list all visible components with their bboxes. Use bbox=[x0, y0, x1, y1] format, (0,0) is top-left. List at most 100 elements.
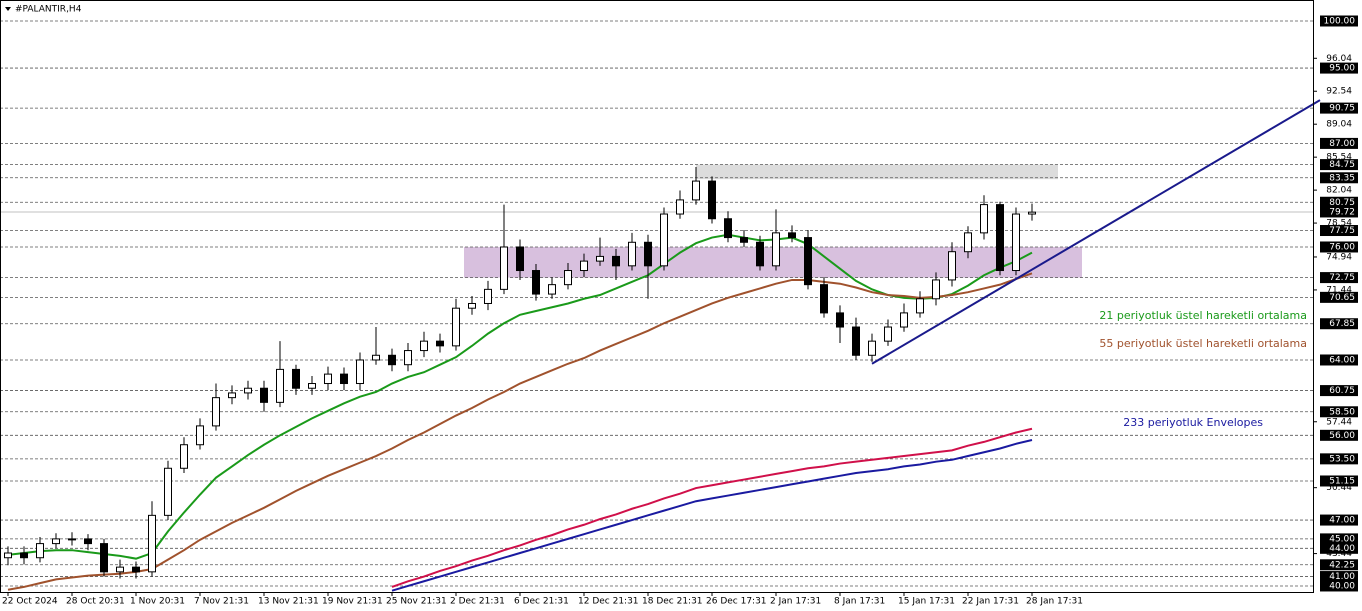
candle-body bbox=[740, 237, 748, 243]
level-label: 70.65 bbox=[1329, 293, 1355, 303]
level-label-box bbox=[1320, 241, 1358, 253]
candle-body bbox=[884, 326, 892, 342]
candle-body bbox=[420, 340, 428, 352]
legend-label: 55 periyotluk üstel hareketli ortalama bbox=[1099, 337, 1307, 350]
level-label-box bbox=[1320, 225, 1358, 237]
x-tick-label: 2 Dec 21:31 bbox=[450, 597, 505, 607]
candle-body bbox=[852, 326, 860, 356]
candle-body bbox=[404, 350, 412, 366]
candle-body bbox=[180, 444, 188, 469]
candle-body bbox=[724, 218, 732, 239]
level-label: 45.00 bbox=[1329, 534, 1355, 544]
candle-body bbox=[932, 279, 940, 300]
legend-label: 21 periyotluk üstel hareketli ortalama bbox=[1099, 309, 1307, 322]
candle-body bbox=[660, 213, 668, 267]
candle-body bbox=[628, 241, 636, 267]
candle-body bbox=[1012, 213, 1020, 272]
level-label-box bbox=[1320, 137, 1358, 149]
candle-body bbox=[308, 383, 316, 389]
candle-body bbox=[612, 255, 620, 267]
candle-body bbox=[340, 373, 348, 385]
line bbox=[391, 427, 1033, 588]
candle-body bbox=[836, 312, 844, 328]
y-tick-label: 96.04 bbox=[1326, 54, 1352, 64]
y-tick-label: 82.04 bbox=[1326, 186, 1352, 196]
candle-body bbox=[148, 514, 156, 573]
candle-body bbox=[692, 180, 700, 201]
chart-title: #PALANTIR,H4 bbox=[15, 5, 82, 15]
level-label-box bbox=[1320, 318, 1358, 330]
level-label-box bbox=[1320, 172, 1358, 184]
level-label-box bbox=[1320, 102, 1358, 114]
candle-body bbox=[484, 288, 492, 304]
x-tick-label: 6 Dec 21:31 bbox=[514, 597, 569, 607]
level-label: 64.00 bbox=[1329, 355, 1355, 365]
candle-body bbox=[100, 543, 108, 573]
y-tick-label: 78.54 bbox=[1326, 219, 1352, 229]
candle-body bbox=[964, 232, 972, 253]
y-tick-label: 74.94 bbox=[1326, 252, 1352, 262]
y-tick-label: 43.44 bbox=[1326, 549, 1352, 559]
x-tick-label: 28 Jan 17:31 bbox=[1026, 597, 1083, 607]
candle-body bbox=[436, 340, 444, 347]
candle-body bbox=[868, 340, 876, 356]
candle-body bbox=[372, 354, 380, 361]
level-label: 83.35 bbox=[1329, 173, 1355, 183]
x-tick-label: 8 Jan 17:31 bbox=[834, 597, 885, 607]
candle-body bbox=[596, 255, 604, 262]
level-label: 42.25 bbox=[1329, 560, 1355, 570]
candle-body bbox=[228, 392, 236, 399]
level-label-box bbox=[1320, 429, 1358, 441]
y-tick-label: 57.44 bbox=[1326, 417, 1352, 427]
level-label: 77.75 bbox=[1329, 226, 1355, 236]
level-label: 44.00 bbox=[1329, 544, 1355, 554]
level-label-box bbox=[1320, 62, 1358, 74]
candle-body bbox=[820, 284, 828, 314]
candle-body bbox=[516, 246, 524, 272]
candle-body bbox=[84, 538, 92, 545]
candle-body bbox=[132, 566, 140, 573]
candle-body bbox=[532, 270, 540, 295]
level-label: 95.00 bbox=[1329, 64, 1355, 74]
candle-body bbox=[916, 298, 924, 314]
line bbox=[7, 233, 1033, 560]
candle-body bbox=[260, 387, 268, 403]
level-label-box bbox=[1320, 272, 1358, 284]
candle-body bbox=[52, 538, 60, 545]
candle-body bbox=[68, 538, 76, 541]
level-label: 58.50 bbox=[1329, 407, 1355, 417]
level-label: 100.00 bbox=[1324, 16, 1356, 26]
candle-body bbox=[4, 552, 12, 559]
menu-arrow[interactable] bbox=[5, 7, 11, 11]
level-label-box bbox=[1320, 291, 1358, 303]
candle-body bbox=[20, 552, 28, 559]
level-label: 56.00 bbox=[1329, 431, 1355, 441]
level-label: 40.00 bbox=[1329, 581, 1355, 591]
plot-area bbox=[0, 20, 1321, 592]
candle-body bbox=[244, 387, 252, 394]
candle-body bbox=[292, 368, 300, 389]
candle-body bbox=[452, 307, 460, 347]
y-tick-label: 89.04 bbox=[1326, 120, 1352, 130]
candle-body bbox=[772, 232, 780, 267]
x-tick-label: 12 Dec 21:31 bbox=[578, 597, 639, 607]
legend-label: 233 periyotluk Envelopes bbox=[1123, 416, 1263, 429]
trendline bbox=[871, 99, 1321, 365]
candle-body bbox=[676, 199, 684, 215]
x-tick-label: 15 Jan 17:31 bbox=[898, 597, 955, 607]
y-tick-label: 71.44 bbox=[1326, 285, 1352, 295]
candle-body bbox=[996, 204, 1004, 272]
level-label-box bbox=[1320, 559, 1358, 571]
y-tick-label: 85.54 bbox=[1326, 153, 1352, 163]
level-label: 90.75 bbox=[1329, 104, 1355, 114]
current-price-box bbox=[1320, 206, 1358, 218]
level-label: 72.75 bbox=[1329, 273, 1355, 283]
y-tick-label: 92.54 bbox=[1326, 87, 1352, 97]
candle-body bbox=[980, 204, 988, 234]
level-label: 60.75 bbox=[1329, 386, 1355, 396]
candle-body bbox=[708, 180, 716, 220]
level-label-box bbox=[1320, 580, 1358, 592]
candle-body bbox=[548, 284, 556, 295]
